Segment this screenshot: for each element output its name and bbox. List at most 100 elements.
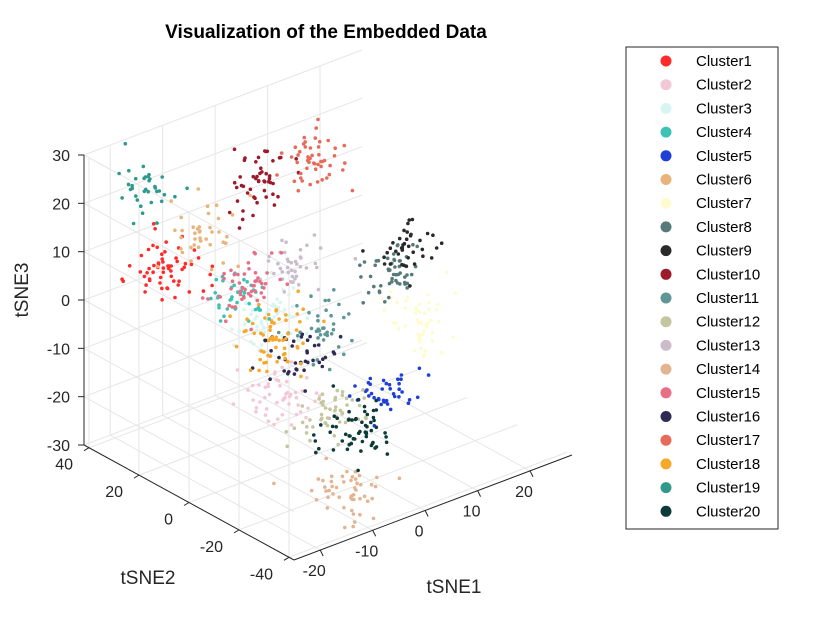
data-point xyxy=(286,259,291,264)
data-point xyxy=(402,228,406,233)
data-point xyxy=(251,213,255,218)
data-point xyxy=(418,333,423,338)
data-point xyxy=(416,321,421,325)
legend-marker xyxy=(660,150,672,162)
y-tick-label: -20 xyxy=(200,539,223,556)
data-point xyxy=(218,319,223,323)
data-point xyxy=(259,331,263,336)
data-point xyxy=(204,237,208,241)
data-point xyxy=(388,407,393,412)
data-point xyxy=(392,394,397,399)
data-point xyxy=(305,331,309,336)
data-point xyxy=(293,259,298,264)
data-point xyxy=(332,154,337,158)
data-point xyxy=(342,315,346,320)
data-point xyxy=(313,399,317,404)
data-point xyxy=(289,392,293,397)
data-point xyxy=(123,141,128,146)
data-point xyxy=(298,361,303,366)
data-point xyxy=(404,237,409,241)
data-point xyxy=(169,269,173,273)
data-point xyxy=(245,280,249,284)
data-point xyxy=(340,393,345,398)
data-point xyxy=(332,414,337,419)
data-point xyxy=(155,245,159,250)
data-point xyxy=(131,221,136,226)
data-point xyxy=(271,159,275,163)
data-point xyxy=(295,304,299,308)
data-point xyxy=(336,345,341,349)
data-point xyxy=(272,422,276,427)
data-point xyxy=(347,434,352,438)
data-point xyxy=(379,402,384,407)
data-point xyxy=(258,171,262,176)
data-point xyxy=(221,261,225,265)
data-point xyxy=(235,199,240,203)
data-point xyxy=(330,484,334,489)
data-point xyxy=(153,227,157,231)
data-point xyxy=(394,249,398,254)
legend-marker xyxy=(660,387,672,399)
data-point xyxy=(279,151,284,155)
data-point xyxy=(234,185,239,190)
data-point xyxy=(259,166,263,170)
series-cluster9 xyxy=(361,217,444,288)
data-point xyxy=(388,387,393,391)
data-point xyxy=(312,343,317,348)
data-point xyxy=(278,300,283,305)
data-point xyxy=(405,230,410,234)
data-point xyxy=(266,382,271,386)
data-point xyxy=(258,279,262,284)
data-point xyxy=(249,312,253,316)
data-point xyxy=(252,250,256,255)
data-point xyxy=(406,401,411,406)
data-point xyxy=(415,395,420,400)
legend-label: Cluster5 xyxy=(696,148,752,165)
data-point xyxy=(337,420,342,424)
data-point xyxy=(415,244,420,249)
data-point xyxy=(305,349,309,353)
data-point xyxy=(282,346,287,351)
data-point xyxy=(314,126,319,130)
data-point xyxy=(196,245,201,249)
legend-label: Cluster4 xyxy=(696,124,752,141)
data-point xyxy=(451,335,455,340)
data-point xyxy=(298,320,302,324)
data-point xyxy=(365,499,370,504)
data-point xyxy=(172,279,176,283)
legend-label: Cluster12 xyxy=(696,314,760,331)
data-point xyxy=(297,338,302,342)
data-point xyxy=(405,295,410,300)
data-point xyxy=(308,334,312,339)
series-cluster5 xyxy=(347,366,431,428)
data-point xyxy=(268,324,273,329)
data-point xyxy=(284,430,289,434)
data-point xyxy=(423,311,427,316)
data-point xyxy=(267,308,272,312)
series-cluster2 xyxy=(231,360,322,427)
data-point xyxy=(351,436,356,441)
data-point xyxy=(298,149,302,154)
data-point xyxy=(268,328,272,333)
data-point xyxy=(332,288,336,292)
data-point xyxy=(235,368,240,372)
data-point xyxy=(290,274,295,279)
data-point xyxy=(287,370,291,374)
data-point xyxy=(328,163,332,168)
data-point xyxy=(340,474,345,479)
data-point xyxy=(126,182,131,187)
data-point xyxy=(236,272,240,277)
data-point xyxy=(328,430,333,435)
data-point xyxy=(227,210,232,215)
data-point xyxy=(289,280,293,284)
data-point xyxy=(152,263,156,268)
data-point xyxy=(242,277,246,282)
data-point xyxy=(293,145,298,149)
data-point xyxy=(397,387,402,392)
data-point xyxy=(330,424,335,429)
data-point xyxy=(262,295,266,300)
data-point xyxy=(145,271,149,275)
data-point xyxy=(230,327,234,332)
data-point xyxy=(179,247,183,251)
data-point xyxy=(264,195,269,199)
